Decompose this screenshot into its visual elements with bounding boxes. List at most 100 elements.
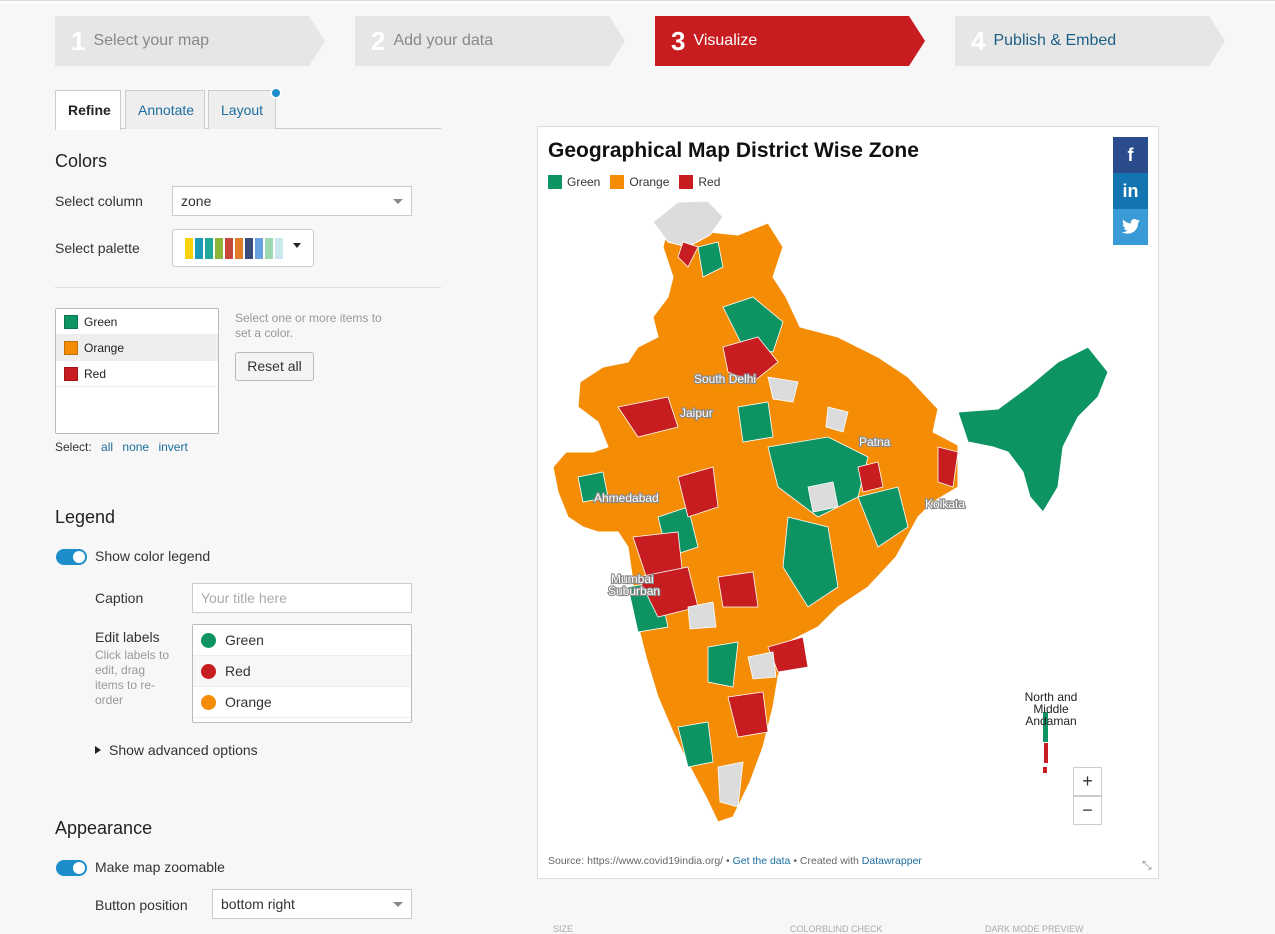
color-item-green[interactable]: Green (56, 309, 218, 335)
city-label: Ahmedabad (594, 491, 659, 505)
linkedin-share-button[interactable]: in (1113, 173, 1148, 209)
caption-label: Caption (95, 590, 144, 606)
step-visualize[interactable]: 3 Visualize (655, 16, 925, 66)
step-number: 3 (671, 25, 686, 56)
tab-layout[interactable]: Layout (208, 87, 282, 129)
color-item-red[interactable]: Red (56, 361, 218, 387)
step-label: Visualize (693, 32, 758, 49)
legend-swatch (610, 175, 625, 189)
chevron-down-icon (393, 902, 403, 907)
andaman-label-line: Middle (1033, 702, 1069, 716)
color-swatch (64, 340, 78, 355)
color-items-list: Green Orange Red (55, 308, 219, 434)
legend-label-orange[interactable]: Orange (193, 687, 411, 718)
select-invert-link[interactable]: invert (158, 440, 188, 454)
zoomable-label: Make map zoomable (95, 859, 225, 875)
zoom-in-button[interactable]: + (1073, 767, 1102, 796)
map-preview: Geographical Map District Wise Zone Gree… (537, 126, 1159, 879)
step-number: 2 (371, 25, 386, 56)
legend-label-green[interactable]: Green (193, 625, 411, 656)
palette-swatch (225, 238, 233, 259)
step-number: 1 (71, 25, 86, 56)
caption-input[interactable]: Your title here (192, 583, 412, 613)
button-position-label: Button position (95, 897, 188, 913)
tab-layout-label: Layout (221, 102, 264, 118)
legend-item-orange: Orange (610, 175, 669, 189)
palette-swatch (235, 238, 243, 259)
map-north-grey (652, 200, 724, 248)
reset-all-button[interactable]: Reset all (235, 352, 314, 381)
color-item-orange[interactable]: Orange (56, 335, 218, 361)
dark-mode-label: DARK MODE PREVIEW (985, 924, 1084, 934)
zoom-out-button[interactable]: − (1073, 796, 1102, 825)
map-red-regions (617, 241, 959, 738)
color-item-label: Red (84, 366, 107, 381)
tab-refine[interactable]: Refine (55, 90, 121, 130)
toggle-knob (73, 862, 85, 874)
twitter-icon (1121, 219, 1140, 234)
datawrapper-link[interactable]: Datawrapper (861, 855, 922, 867)
map-grey-regions (687, 376, 849, 808)
city-label: Kolkata (925, 497, 965, 511)
resize-icon[interactable]: ⤡ (1142, 858, 1152, 872)
select-none-link[interactable]: none (122, 440, 150, 454)
edit-labels-label: Edit labels (95, 629, 160, 645)
show-advanced-toggle[interactable]: Show advanced options (95, 742, 258, 758)
select-column-label: Select column (55, 193, 143, 209)
select-all-link[interactable]: all (101, 440, 114, 454)
legend-swatch (679, 175, 694, 189)
tab-annotate[interactable]: Annotate (125, 90, 205, 129)
city-label: Jaipur (680, 406, 713, 420)
legend-label-text: Orange (225, 694, 272, 710)
legend-label-text: Red (225, 663, 251, 679)
caret-down-icon (293, 243, 301, 248)
colorblind-label: COLORBLIND CHECK (790, 924, 883, 934)
twitter-share-button[interactable] (1113, 209, 1148, 245)
india-choropleth-map[interactable]: South Delhi Jaipur Patna Ahmedabad Kolka… (538, 187, 1158, 847)
select-column-dropdown[interactable]: zone (172, 186, 412, 216)
facebook-icon: f (1127, 145, 1134, 165)
step-select-map[interactable]: 1 Select your map (55, 16, 325, 66)
map-mainland (552, 200, 959, 823)
button-position-value: bottom right (221, 896, 295, 912)
caret-right-icon (95, 746, 101, 754)
legend-item-green: Green (548, 175, 600, 189)
color-dot (201, 663, 216, 679)
get-data-link[interactable]: Get the data (732, 855, 791, 867)
legend-label: Green (567, 175, 601, 189)
map-title: Geographical Map District Wise Zone (548, 139, 919, 162)
color-hint: Select one or more items to set a color. (235, 311, 382, 340)
notification-dot (270, 87, 282, 99)
step-label: Select your map (93, 32, 210, 49)
palette-swatch (205, 238, 213, 259)
step-label: Add your data (393, 32, 494, 49)
andaman-label: North and Middle Andaman (1016, 691, 1086, 727)
show-legend-toggle[interactable] (56, 549, 87, 565)
legend-label-red[interactable]: Red (193, 656, 411, 687)
color-swatch (64, 314, 78, 329)
appearance-heading: Appearance (55, 818, 153, 838)
map-northeast (957, 346, 1109, 513)
toggle-knob (73, 551, 85, 563)
color-swatch (64, 366, 78, 381)
button-position-dropdown[interactable]: bottom right (212, 889, 412, 919)
palette-button[interactable] (172, 229, 314, 267)
facebook-share-button[interactable]: f (1113, 137, 1148, 173)
source-text: Source: https://www.covid19india.org/ • (548, 855, 730, 867)
map-andaman (1043, 712, 1048, 773)
show-advanced-label: Show advanced options (109, 742, 258, 758)
select-column-value: zone (181, 193, 212, 209)
top-border (0, 0, 1275, 4)
edit-labels-hint: Click labels to edit, drag items to re-o… (95, 648, 170, 707)
zoomable-toggle[interactable] (56, 860, 87, 876)
size-label: SIZE (553, 924, 574, 934)
select-links: Select: all none invert (55, 440, 188, 454)
legend-swatch (548, 175, 562, 189)
color-item-label: Green (84, 314, 118, 329)
source-line: Source: https://www.covid19india.org/ • … (548, 855, 922, 867)
city-label: Patna (859, 435, 891, 449)
step-publish[interactable]: 4 Publish & Embed (955, 16, 1225, 66)
step-arrow (909, 16, 925, 66)
step-add-data[interactable]: 2 Add your data (355, 16, 625, 66)
step-number: 4 (971, 25, 986, 56)
